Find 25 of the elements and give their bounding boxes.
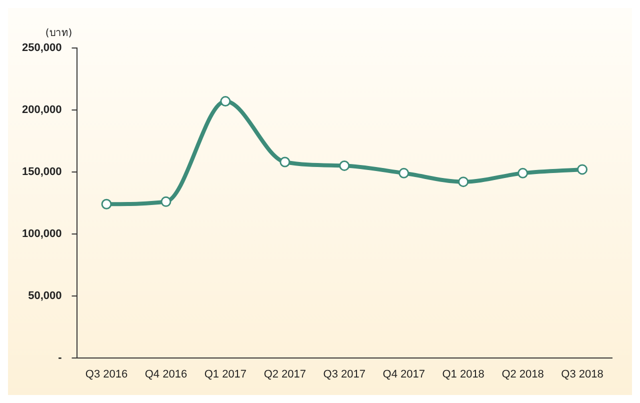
x-tick-label: Q3 2016 [85, 368, 128, 380]
point [280, 156, 290, 168]
x-tick-label: Q2 2018 [502, 368, 544, 380]
y-tick-label: 250,000 [22, 42, 62, 54]
point [101, 198, 112, 210]
point [339, 160, 350, 171]
y-axis-title: (บาท) [45, 28, 72, 39]
x-tick-label: Q3 2018 [561, 368, 604, 380]
point [577, 164, 588, 175]
point [458, 176, 469, 188]
point [220, 96, 231, 107]
y-tick-label: 100,000 [22, 228, 62, 240]
point [398, 168, 410, 178]
y-tick-label: 150,000 [22, 166, 62, 178]
x-tick-label: Q4 2016 [144, 368, 188, 380]
y-tick-label: 200,000 [22, 104, 62, 116]
x-tick-label: Q2 2017 [264, 368, 306, 380]
point [518, 168, 528, 178]
y-tick-label: - [58, 352, 62, 364]
point [160, 196, 172, 207]
y-tick-label: 50,000 [28, 290, 62, 302]
x-tick-label: Q4 2017 [382, 368, 425, 380]
x-tick-label: Q1 2018 [442, 368, 484, 380]
x-tick-label: Q3 2017 [323, 368, 366, 380]
x-tick-label: Q1 2017 [204, 368, 247, 380]
